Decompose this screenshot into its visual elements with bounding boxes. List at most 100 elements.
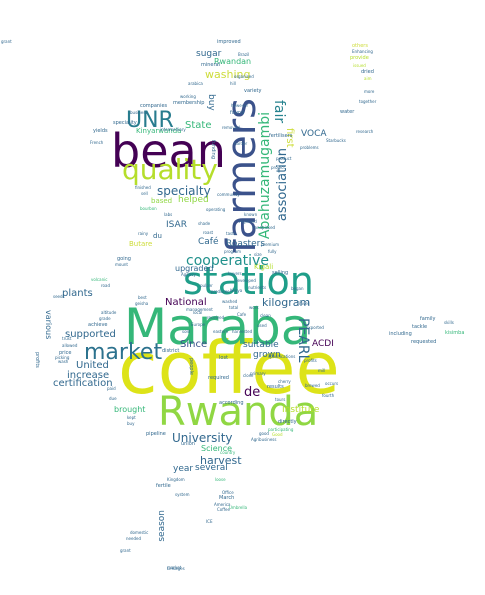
word-roast: roast [203,230,214,235]
word-operating: operating [206,207,226,212]
word-loose: loose [215,477,226,482]
word-enhancing: Enhancing [352,49,373,54]
word-intermediary: intermediary [160,127,186,132]
word-based: based [151,197,173,205]
word-primary: primary [250,371,266,376]
word-sugar: sugar [196,49,222,59]
word-institute: Institute [282,405,320,415]
word-achieve: achieve [88,322,108,328]
word-increase: increase [67,370,110,381]
word-pulper: pulper [200,283,213,288]
word-kingdom: Kingdom [167,477,185,482]
word-fertile: fertile [156,483,171,489]
word-harvested: harvested [232,329,253,334]
word-agency: Agency [181,272,196,277]
word-fourth: fourth [322,393,335,398]
word-french: French [90,140,104,145]
word-domestic: domestic [130,530,149,535]
word-close: close [243,373,254,378]
word-working: working [180,94,196,99]
word-station: station [183,259,314,303]
word-dried: dried [361,69,374,75]
word-variety: variety [244,88,262,94]
word-volcanic: volcanic [91,277,108,282]
word-taste: taste [226,231,237,236]
word-first: first [284,128,295,148]
word-season: season [157,510,167,542]
word-received: received [207,315,225,320]
word-kinyarwanda: Kinyarwanda [136,127,182,135]
word-mineral: mineral [201,62,221,68]
word-problems: problems [300,145,319,150]
word-price: price [59,350,72,356]
word-america: America [214,502,231,507]
word-size: size [254,252,262,257]
word-yields: yields [93,128,108,134]
word-family: family [420,316,436,322]
word-membership: membership [173,100,205,106]
word-kenya: Kenya [230,288,243,293]
word-road: road [101,283,110,288]
word-results: results [267,384,284,390]
word-washing: washing [205,68,251,81]
word-voca: VOCA [301,129,327,139]
word-market-2: market [167,565,182,570]
word-brought: brought [114,405,146,414]
word-du: du [153,232,162,240]
word-sold: sold [182,329,191,334]
word-speciality: speciality [113,120,137,126]
word-coffee: coffee [118,326,340,410]
word-acdi: ACDI [312,339,334,349]
word-brazil: Brazil [238,52,250,57]
word-together: together [359,99,377,104]
word-specialty: specialty [157,184,211,198]
word-going: going [117,256,131,262]
word-good-2: Good [272,432,283,437]
word-helped: helped [178,195,209,205]
word-wash: wash [58,359,69,364]
word-directly: directly [278,419,297,425]
word-kigali: Kigali [254,263,274,271]
word-finished: finished [135,185,151,190]
word-roasters: Roasters [226,239,266,249]
word-cafe: Café [198,237,219,247]
word-good: good [259,431,269,436]
word-seeds: seeds [53,294,65,299]
word-union: union [181,441,195,447]
word-geisha: geisha [135,301,149,306]
word-highland: Highland [239,219,257,224]
word-hill: hill [230,81,236,86]
word-including: including [389,331,412,337]
word-fully: fully [268,249,277,254]
word-needed: needed [126,536,141,541]
word-brewed: brewed [305,383,320,388]
word-university: University [172,431,233,445]
word-premium: premium [261,242,279,247]
word-state: State [185,120,212,131]
word-supported: supported [65,329,116,340]
word-cafe-2: Cafe [237,312,247,317]
word-march: March [219,495,235,501]
word-management: management [186,307,213,312]
word-work: work [249,305,259,310]
word-clean: clean [260,313,271,318]
word-funding: funding [210,140,216,160]
word-improved: improved [217,39,241,45]
word-isar: ISAR [166,220,187,230]
word-profits-2: profits [304,358,317,363]
word-grown: grown [253,350,281,360]
word-handpicked: handpicked [252,225,276,230]
word-began: began [291,286,304,291]
word-project: project [271,165,285,170]
word-produces: produces [211,289,230,294]
word-trust: trust [62,336,72,341]
word-sell: sell [141,191,148,196]
word-de: de [244,385,261,400]
word-exported: exported [306,325,324,330]
word-companies: companies [140,103,168,109]
word-travel: Travel [297,301,309,306]
word-since: Since [180,339,208,350]
word-best: best [138,295,147,300]
word-pipeline: pipeline [146,431,166,437]
word-removed: removed [222,125,240,130]
